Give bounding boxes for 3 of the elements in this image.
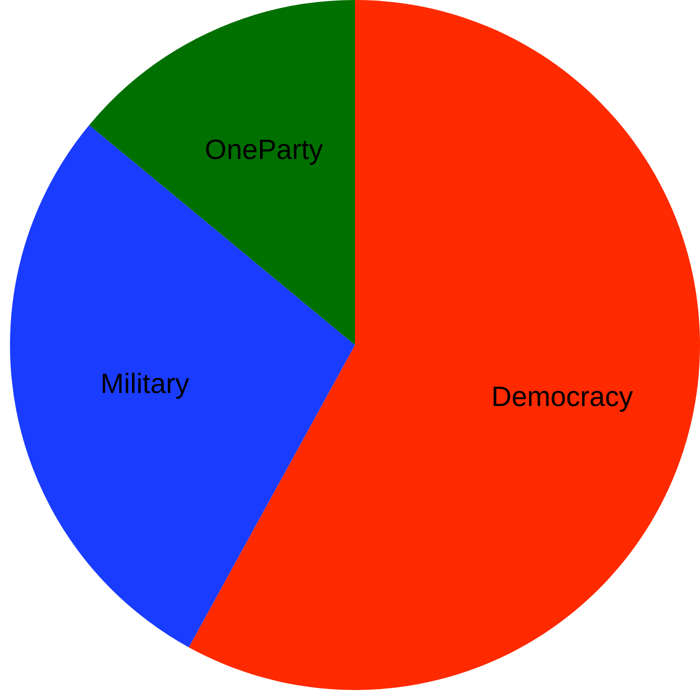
slice-label: OneParty	[204, 134, 324, 166]
slice-label: Military	[100, 368, 190, 399]
slice-label: Democracy	[491, 380, 633, 412]
